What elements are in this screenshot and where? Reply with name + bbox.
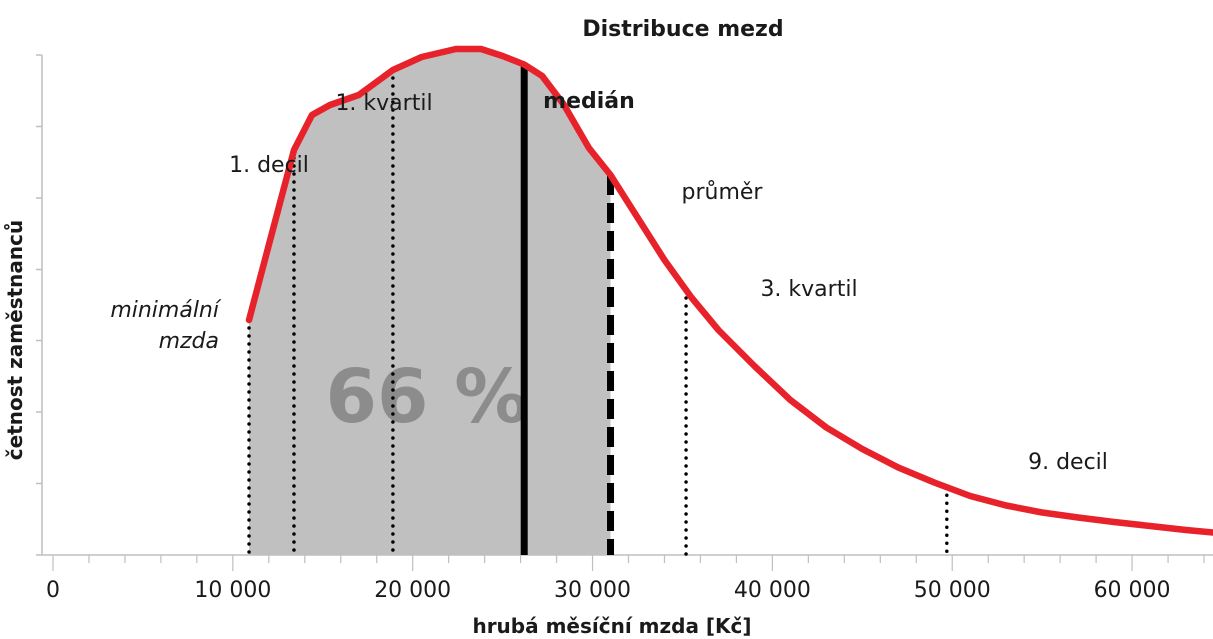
marker-label-minimalni-mzda: minimální mzda xyxy=(110,298,222,354)
x-axis-title: hrubá měsíční mzda [Kč] xyxy=(472,614,751,638)
x-tick-label: 30 000 xyxy=(554,578,631,603)
x-tick-label: 20 000 xyxy=(374,578,451,603)
x-tick-label: 50 000 xyxy=(914,578,991,603)
x-tick-label: 0 xyxy=(46,578,60,603)
marker-label-prumer: průměr xyxy=(682,180,764,205)
distribution-curve xyxy=(245,45,1213,536)
shaded-area xyxy=(249,49,611,555)
marker-label-9-decil: 9. decil xyxy=(1028,450,1108,475)
marker-label-3-kvartil: 3. kvartil xyxy=(760,277,857,302)
x-tick-label: 40 000 xyxy=(734,578,811,603)
marker-label-median: medián xyxy=(543,89,635,114)
chart-title: Distribuce mezd xyxy=(582,17,783,42)
shaded-area-label: 66 % xyxy=(326,354,529,440)
y-axis-title: četnost zaměstnanců xyxy=(3,220,27,460)
x-tick-label: 60 000 xyxy=(1094,578,1171,603)
x-tick-label: 10 000 xyxy=(194,578,271,603)
marker-label-1-kvartil: 1. kvartil xyxy=(335,91,432,116)
marker-label-1-decil: 1. decil xyxy=(229,153,309,178)
